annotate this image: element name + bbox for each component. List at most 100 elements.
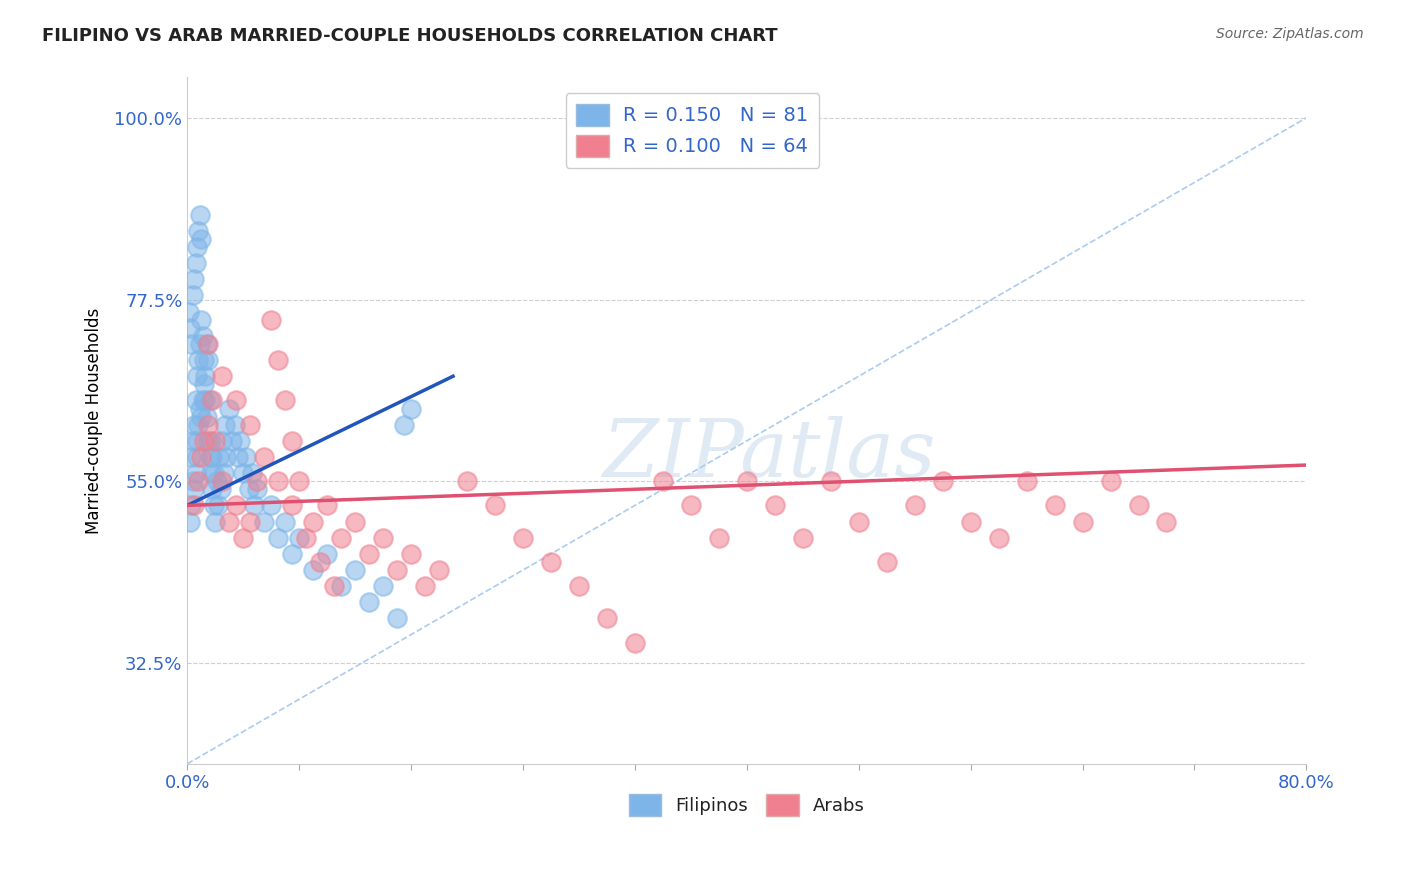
Point	[221, 434, 243, 448]
Point	[274, 515, 297, 529]
Point	[190, 450, 212, 464]
Point	[399, 547, 422, 561]
Point	[201, 393, 224, 408]
Point	[225, 499, 247, 513]
Point	[195, 409, 218, 424]
Point	[181, 288, 204, 302]
Point	[323, 579, 346, 593]
Point	[193, 377, 215, 392]
Point	[253, 515, 276, 529]
Point	[187, 224, 209, 238]
Point	[190, 232, 212, 246]
Point	[330, 579, 353, 593]
Text: Source: ZipAtlas.com: Source: ZipAtlas.com	[1216, 27, 1364, 41]
Point	[179, 515, 201, 529]
Point	[183, 417, 205, 432]
Point	[302, 515, 325, 529]
Point	[246, 483, 269, 497]
Point	[260, 312, 283, 326]
Point	[177, 304, 200, 318]
Point	[763, 499, 786, 513]
Point	[184, 466, 207, 480]
Point	[184, 256, 207, 270]
Point	[181, 434, 204, 448]
Point	[371, 579, 394, 593]
Point	[193, 434, 215, 448]
Point	[1015, 474, 1038, 488]
Point	[820, 474, 842, 488]
Point	[540, 555, 562, 569]
Point	[792, 531, 814, 545]
Point	[876, 555, 898, 569]
Point	[188, 208, 211, 222]
Point	[281, 547, 304, 561]
Text: ZIPatlas: ZIPatlas	[602, 417, 936, 493]
Point	[267, 531, 290, 545]
Point	[240, 466, 263, 480]
Point	[235, 450, 257, 464]
Point	[267, 474, 290, 488]
Point	[215, 450, 238, 464]
Point	[190, 409, 212, 424]
Point	[512, 531, 534, 545]
Point	[392, 417, 415, 432]
Point	[1071, 515, 1094, 529]
Point	[224, 417, 246, 432]
Point	[624, 636, 647, 650]
Point	[651, 474, 673, 488]
Point	[191, 393, 214, 408]
Point	[181, 474, 204, 488]
Point	[484, 499, 506, 513]
Point	[197, 434, 219, 448]
Point	[193, 353, 215, 368]
Point	[204, 434, 226, 448]
Point	[281, 434, 304, 448]
Point	[205, 474, 228, 488]
Point	[959, 515, 981, 529]
Point	[239, 417, 262, 432]
Point	[232, 466, 254, 480]
Point	[194, 369, 217, 384]
Point	[183, 499, 205, 513]
Point	[344, 563, 367, 577]
Point	[302, 563, 325, 577]
Point	[371, 531, 394, 545]
Point	[1099, 474, 1122, 488]
Point	[201, 450, 224, 464]
Point	[568, 579, 591, 593]
Point	[198, 393, 221, 408]
Point	[707, 531, 730, 545]
Point	[239, 515, 262, 529]
Point	[260, 499, 283, 513]
Point	[194, 393, 217, 408]
Point	[225, 393, 247, 408]
Point	[214, 417, 236, 432]
Point	[183, 483, 205, 497]
Point	[344, 515, 367, 529]
Point	[187, 417, 209, 432]
Point	[226, 450, 249, 464]
Point	[253, 450, 276, 464]
Point	[359, 595, 381, 609]
Point	[735, 474, 758, 488]
Point	[218, 401, 240, 416]
Point	[218, 515, 240, 529]
Point	[211, 434, 233, 448]
Point	[243, 499, 266, 513]
Point	[209, 483, 232, 497]
Point	[359, 547, 381, 561]
Point	[274, 393, 297, 408]
Point	[309, 555, 332, 569]
Point	[596, 611, 619, 625]
Point	[202, 499, 225, 513]
Point	[184, 393, 207, 408]
Point	[238, 483, 260, 497]
Point	[186, 240, 208, 254]
Point	[201, 483, 224, 497]
Point	[316, 547, 339, 561]
Point	[267, 353, 290, 368]
Point	[679, 499, 702, 513]
Point	[200, 466, 222, 480]
Point	[190, 312, 212, 326]
Point	[197, 353, 219, 368]
